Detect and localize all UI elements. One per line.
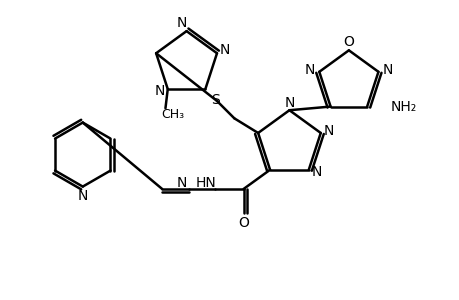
Text: N: N [311,165,321,179]
Text: N: N [154,84,164,98]
Text: N: N [176,176,187,190]
Text: HN: HN [195,176,216,190]
Text: NH₂: NH₂ [390,100,416,114]
Text: N: N [284,96,294,110]
Text: N: N [78,189,88,203]
Text: O: O [238,216,248,230]
Text: N: N [219,43,230,57]
Text: N: N [304,62,315,76]
Text: CH₃: CH₃ [161,108,185,121]
Text: O: O [343,35,353,49]
Text: N: N [381,62,392,76]
Text: N: N [323,124,333,138]
Text: S: S [211,93,219,106]
Text: N: N [176,16,187,30]
